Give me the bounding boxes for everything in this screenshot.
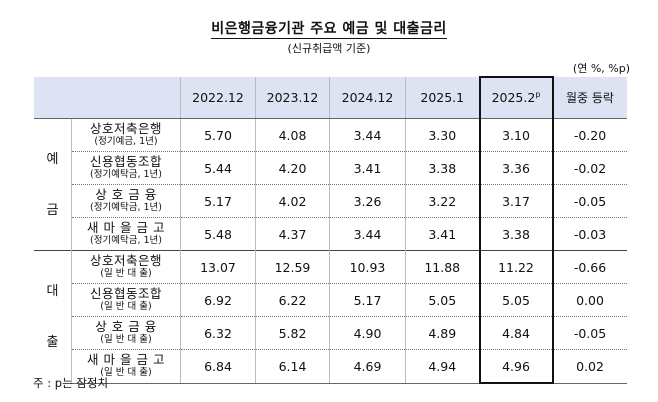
institution-name: 상 호 금 융 (95, 187, 157, 202)
group-label-char: 금 (46, 202, 59, 218)
column-header: 2025.1 (405, 77, 480, 119)
rate-cell: 4.96 (478, 349, 554, 384)
rate-cell: 3.38 (478, 217, 554, 251)
row-label: 새 마 을 금 고 (일 반 대 출) (71, 349, 181, 384)
rate-cell: 4.90 (329, 316, 406, 350)
row-label: 상호저축은행 (정기예금, 1년) (71, 118, 181, 152)
institution-name: 상호저축은행 (89, 121, 162, 136)
table-row: 신용협동조합 (정기예탁금, 1년) 5.44 4.20 3.41 3.38 3.36 -0.… (34, 151, 627, 185)
page-title: 비은행금융기관 주요 예금 및 대출금리 (211, 21, 447, 39)
product-type: (일 반 대 출) (100, 301, 152, 312)
rate-cell: 5.05 (405, 283, 480, 317)
rate-cell: 5.17 (329, 283, 406, 317)
table-row: 새 마 을 금 고 (정기예탁금, 1년) 5.48 4.37 3.44 3.41 3.38… (34, 217, 627, 251)
change-cell: -0.03 (552, 217, 627, 251)
rate-cell: 3.22 (405, 184, 480, 218)
product-type: (일 반 대 출) (100, 334, 152, 345)
rate-cell: 4.02 (255, 184, 330, 218)
row-label: 신용협동조합 (일 반 대 출) (71, 283, 181, 317)
header-row: 2022.12 2023.12 2024.12 2025.1 2025.2p 월… (34, 76, 627, 119)
institution-name: 새 마 을 금 고 (87, 220, 165, 235)
rate-cell: 3.38 (405, 151, 480, 185)
table-row: 새 마 을 금 고 (일 반 대 출) 6.84 6.14 4.69 4.94 4.96 0.… (34, 349, 627, 384)
rate-cell: 10.93 (329, 250, 406, 284)
rate-cell: 3.26 (329, 184, 406, 218)
rate-cell: 6.22 (255, 283, 330, 317)
row-label: 상호저축은행 (일 반 대 출) (71, 250, 181, 284)
column-header: 2022.12 (180, 77, 256, 119)
rate-cell: 3.10 (478, 118, 554, 152)
institution-name: 상 호 금 융 (95, 319, 157, 334)
rate-cell: 4.69 (329, 349, 406, 384)
product-type: (정기예금, 1년) (94, 136, 158, 147)
column-header: 2023.12 (255, 77, 330, 119)
rate-cell: 3.44 (329, 118, 406, 152)
page-subtitle: (신규취급액 기준) (287, 42, 371, 55)
group-label-char: 대 (46, 284, 59, 299)
institution-name: 상호저축은행 (89, 253, 162, 268)
rate-cell: 6.92 (180, 283, 256, 317)
table-row: 상 호 금 융 (일 반 대 출) 6.32 5.82 4.90 4.89 4.84 -0.0… (34, 316, 627, 350)
row-label: 새 마 을 금 고 (정기예탁금, 1년) (71, 217, 181, 251)
rate-cell: 4.37 (255, 217, 330, 251)
rate-cell: 11.22 (478, 250, 554, 284)
rate-cell: 12.59 (255, 250, 330, 284)
rate-cell: 5.17 (180, 184, 256, 218)
rate-cell: 3.41 (329, 151, 406, 185)
product-type: (정기예탁금, 1년) (90, 169, 162, 180)
rate-cell: 3.17 (478, 184, 554, 218)
product-type: (일 반 대 출) (100, 367, 152, 379)
rate-cell: 3.36 (478, 151, 554, 185)
rate-cell: 5.48 (180, 217, 256, 251)
product-type: (일 반 대 출) (100, 268, 152, 279)
header-blank-cell (34, 77, 181, 119)
product-type: (정기예탁금, 1년) (90, 202, 162, 213)
unit-note: (연 %, %p) (572, 62, 630, 75)
rate-cell: 3.30 (405, 118, 480, 152)
institution-name: 신용협동조합 (89, 154, 162, 169)
row-label: 상 호 금 융 (일 반 대 출) (71, 316, 181, 350)
group-label-char: 출 (46, 335, 59, 350)
rate-cell: 5.44 (180, 151, 256, 185)
change-cell: -0.66 (552, 250, 627, 284)
column-header-provisional: 2025.2p (478, 76, 554, 119)
table-row: 대 출 상호저축은행 (일 반 대 출) 13.07 12.59 10.93 11.88 11.… (34, 250, 627, 383)
row-label: 신용협동조합 (정기예탁금, 1년) (71, 151, 181, 185)
rate-cell: 4.89 (405, 316, 480, 350)
column-header: 2024.12 (329, 77, 406, 119)
change-cell: 0.02 (552, 349, 627, 384)
interest-rate-table: 2022.12 2023.12 2024.12 2025.1 2025.2p 월… (34, 76, 627, 384)
table-row: 상 호 금 융 (정기예탁금, 1년) 5.17 4.02 3.26 3.22 3.17 -0… (34, 184, 627, 218)
rate-cell: 6.32 (180, 316, 256, 350)
column-header-change: 월중 등락 (552, 77, 627, 119)
table-row: 예 금 상호저축은행 (정기예금, 1년) 5.70 4.08 3.44 3.30 3.10 -0… (34, 118, 627, 251)
change-cell: -0.05 (552, 316, 627, 350)
rate-cell: 5.82 (255, 316, 330, 350)
footnote: 주 : p는 잠정치 (33, 376, 109, 390)
rate-cell: 6.84 (180, 349, 256, 384)
change-cell: -0.20 (552, 118, 627, 152)
rate-cell: 3.41 (405, 217, 480, 251)
rate-cell: 4.94 (405, 349, 480, 384)
rate-cell: 5.05 (478, 283, 554, 317)
row-label: 상 호 금 융 (정기예탁금, 1년) (71, 184, 181, 218)
rate-cell: 4.20 (255, 151, 330, 185)
product-type: (정기예탁금, 1년) (90, 235, 162, 246)
rate-cell: 5.70 (180, 118, 256, 152)
change-cell: -0.05 (552, 184, 627, 218)
change-cell: 0.00 (552, 283, 627, 317)
institution-name: 새 마 을 금 고 (87, 352, 165, 368)
rate-cell: 4.08 (255, 118, 330, 152)
table-row: 신용협동조합 (일 반 대 출) 6.92 6.22 5.17 5.05 5.05 0.00 (34, 283, 627, 317)
group-label-char: 예 (46, 151, 59, 167)
rate-cell: 13.07 (180, 250, 256, 284)
institution-name: 신용협동조합 (89, 286, 162, 301)
rate-cell: 6.14 (255, 349, 330, 384)
change-cell: -0.02 (552, 151, 627, 185)
rate-cell: 11.88 (405, 250, 480, 284)
rate-cell: 4.84 (478, 316, 554, 350)
rate-cell: 3.44 (329, 217, 406, 251)
